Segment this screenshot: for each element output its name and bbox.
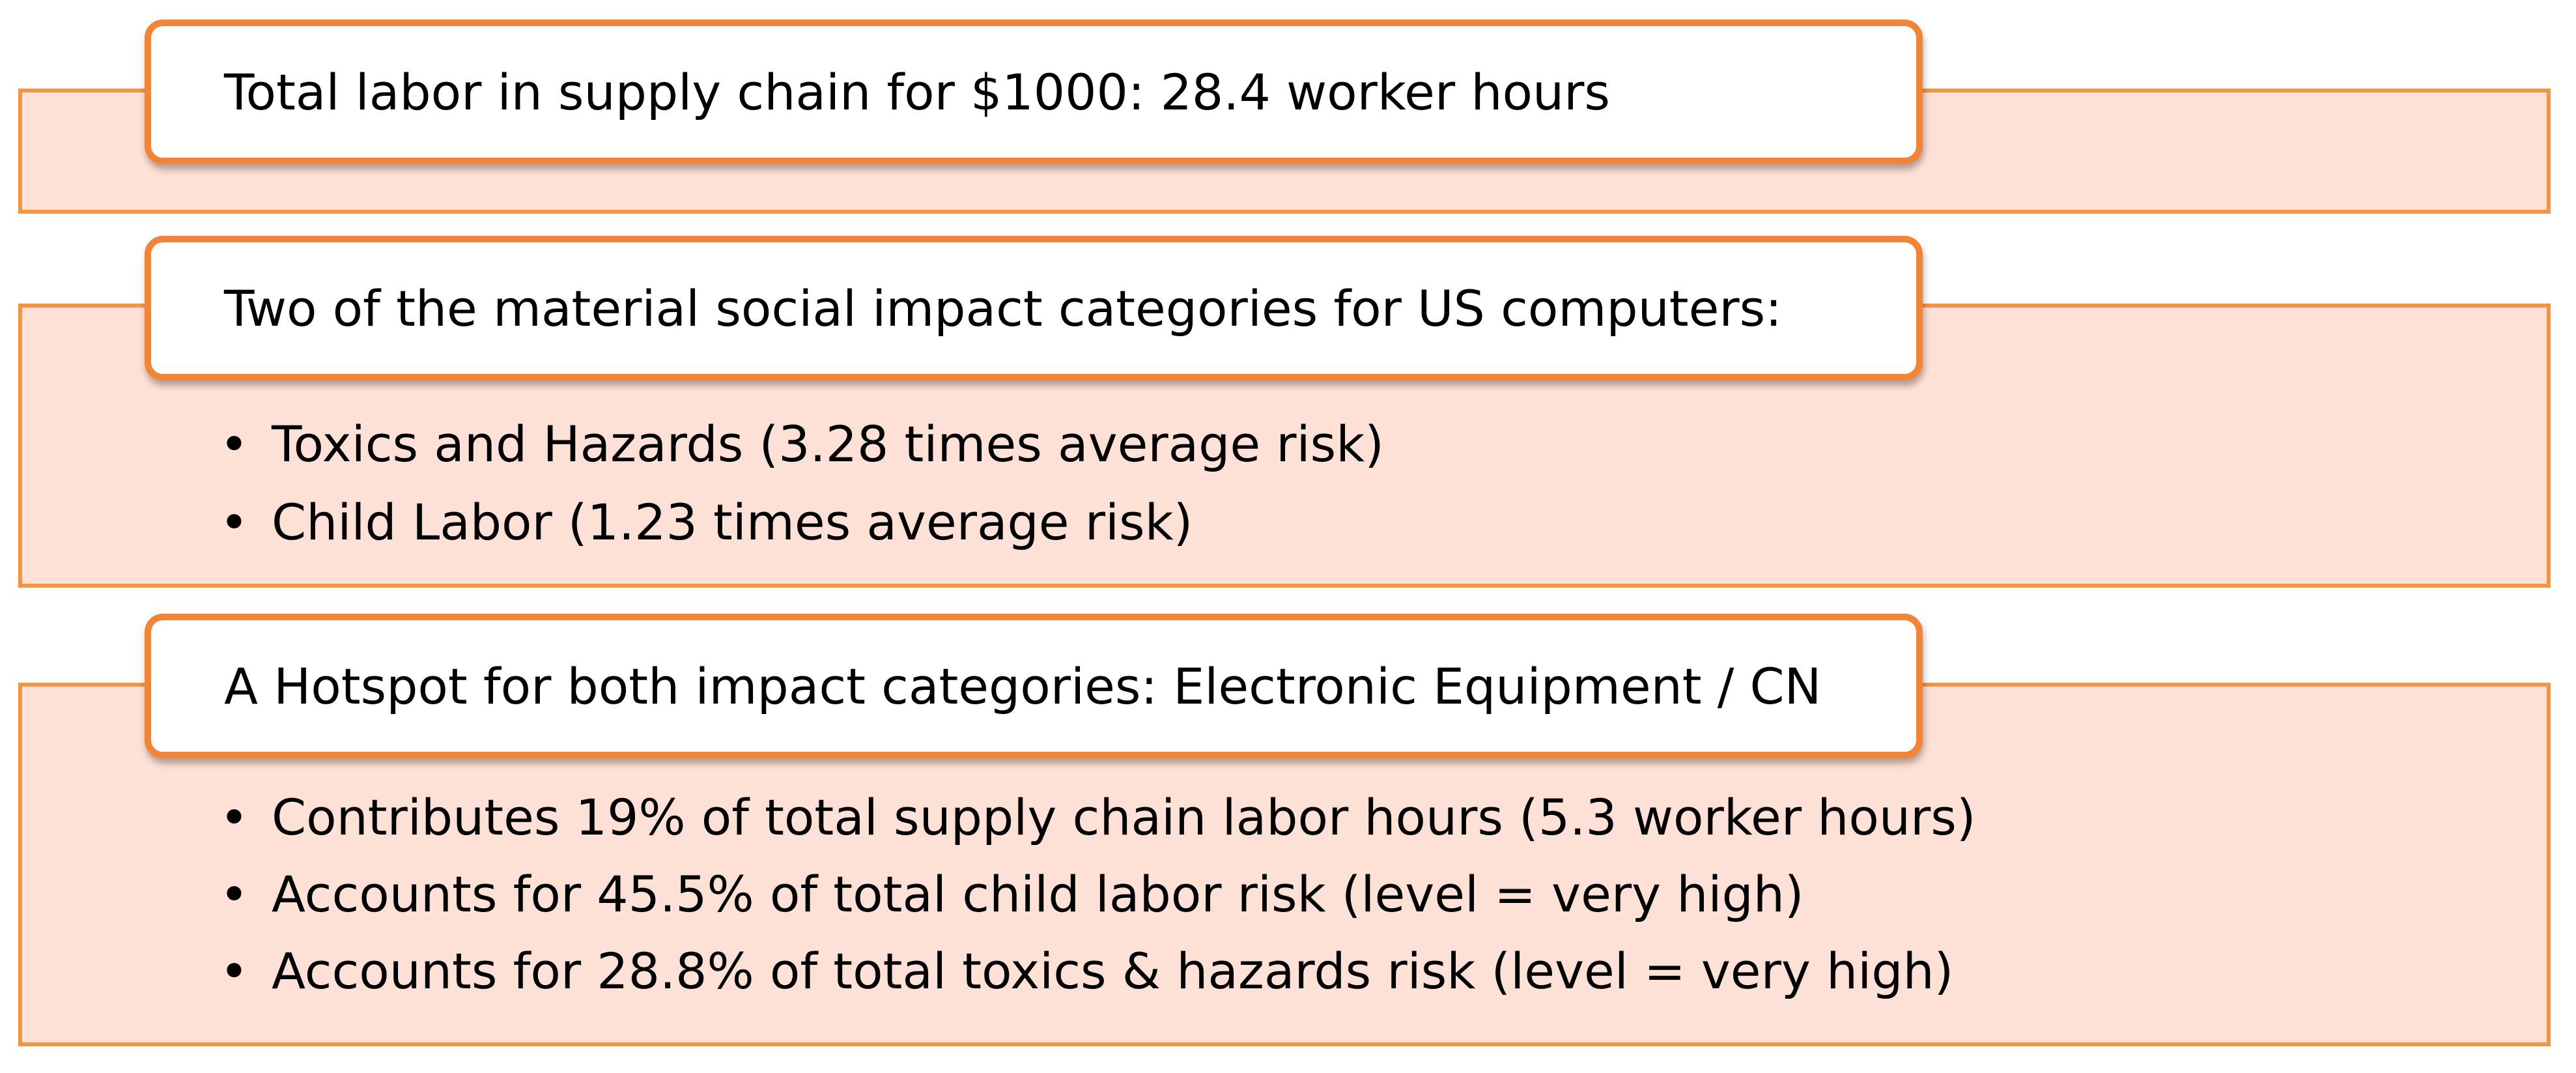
section-3-bullet-toxics-risk: Accounts for 28.8% of total toxics & haz… bbox=[219, 933, 1976, 1010]
section-1-header-text: Total labor in supply chain for $1000: 2… bbox=[224, 63, 1610, 121]
section-3-header-text: A Hotspot for both impact categories: El… bbox=[224, 657, 1822, 715]
section-2-bullet-list: Toxics and Hazards (3.28 times average r… bbox=[219, 405, 1384, 562]
section-3-header: A Hotspot for both impact categories: El… bbox=[145, 614, 1923, 758]
section-2-bullet-toxics: Toxics and Hazards (3.28 times average r… bbox=[219, 405, 1384, 483]
section-3-bullet-labor-hours: Contributes 19% of total supply chain la… bbox=[219, 779, 1976, 856]
section-1-header: Total labor in supply chain for $1000: 2… bbox=[145, 20, 1923, 164]
section-3-bullet-list: Contributes 19% of total supply chain la… bbox=[219, 779, 1976, 1010]
section-3-bullet-child-labor-risk: Accounts for 45.5% of total child labor … bbox=[219, 856, 1976, 933]
section-2-header: Two of the material social impact catego… bbox=[145, 236, 1923, 380]
section-2-bullet-child-labor: Child Labor (1.23 times average risk) bbox=[219, 483, 1384, 562]
section-2-header-text: Two of the material social impact catego… bbox=[224, 279, 1782, 337]
